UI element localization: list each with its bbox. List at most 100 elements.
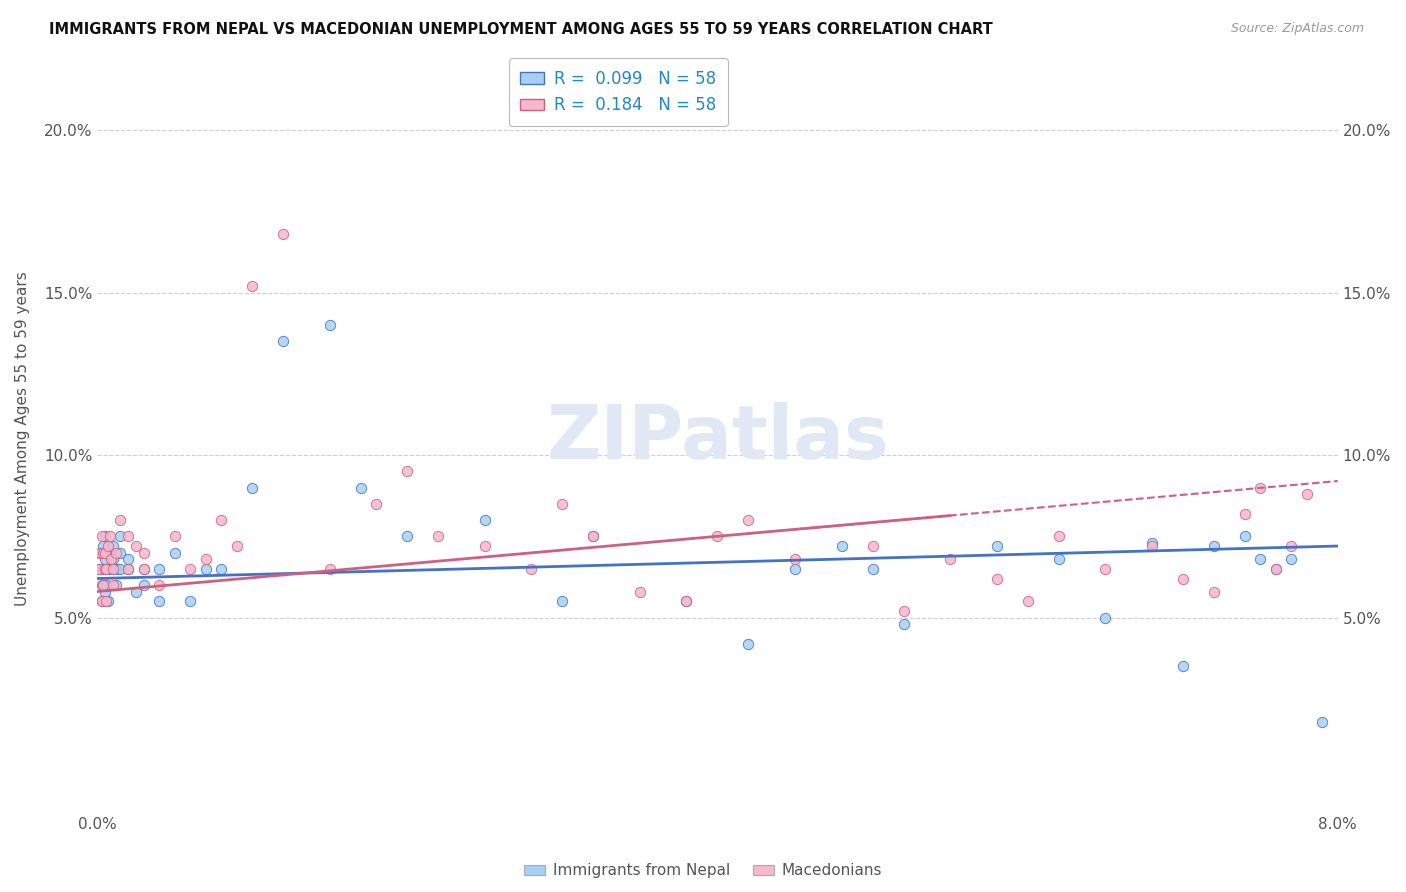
Point [1094,562,1116,576]
Point [1295,487,1317,501]
Point [862,562,884,576]
Point [132,545,155,559]
Point [1264,562,1286,576]
Point [366,497,388,511]
Point [91,562,114,576]
Point [582,529,605,543]
Point [582,529,605,543]
Point [1279,552,1302,566]
Point [90,578,112,592]
Point [91,578,114,592]
Legend: Immigrants from Nepal, Macedonians: Immigrants from Nepal, Macedonians [517,857,889,884]
Point [125,584,148,599]
Point [100,552,122,566]
Point [90,594,112,608]
Point [179,562,201,576]
Point [1171,572,1194,586]
Point [893,617,915,632]
Point [110,529,132,543]
Point [396,464,419,478]
Point [939,552,962,566]
Point [87,562,110,576]
Point [225,539,247,553]
Point [1249,481,1271,495]
Point [104,578,127,592]
Point [100,562,122,576]
Point [271,334,294,349]
Point [1279,539,1302,553]
Point [194,552,217,566]
Point [97,539,120,553]
Point [148,594,170,608]
Point [96,578,118,592]
Point [737,636,759,650]
Point [90,594,112,608]
Point [117,562,139,576]
Point [675,594,697,608]
Point [1249,552,1271,566]
Point [97,594,120,608]
Point [96,562,118,576]
Point [163,545,186,559]
Point [1264,562,1286,576]
Text: ZIPatlas: ZIPatlas [546,402,889,475]
Point [1140,535,1163,549]
Point [110,513,132,527]
Point [1202,584,1225,599]
Point [209,562,232,576]
Point [1017,594,1039,608]
Point [91,545,114,559]
Point [117,529,139,543]
Point [986,539,1008,553]
Point [94,529,117,543]
Point [117,562,139,576]
Point [94,584,117,599]
Point [148,578,170,592]
Point [97,562,120,576]
Point [98,545,121,559]
Legend: R =  0.099   N = 58, R =  0.184   N = 58: R = 0.099 N = 58, R = 0.184 N = 58 [509,58,728,126]
Point [706,529,728,543]
Point [132,578,155,592]
Point [96,594,118,608]
Text: IMMIGRANTS FROM NEPAL VS MACEDONIAN UNEMPLOYMENT AMONG AGES 55 TO 59 YEARS CORRE: IMMIGRANTS FROM NEPAL VS MACEDONIAN UNEM… [49,22,993,37]
Point [350,481,373,495]
Point [90,529,112,543]
Point [893,604,915,618]
Point [101,578,124,592]
Point [101,552,124,566]
Point [132,562,155,576]
Point [89,545,111,559]
Point [96,545,118,559]
Point [194,562,217,576]
Point [101,539,124,553]
Point [98,529,121,543]
Text: Source: ZipAtlas.com: Source: ZipAtlas.com [1230,22,1364,36]
Point [104,545,127,559]
Point [163,529,186,543]
Point [427,529,450,543]
Point [628,584,651,599]
Point [89,545,111,559]
Point [132,562,155,576]
Point [117,552,139,566]
Point [319,318,342,332]
Point [104,562,127,576]
Point [148,562,170,576]
Point [240,279,263,293]
Point [1171,659,1194,673]
Point [110,545,132,559]
Point [1140,539,1163,553]
Point [179,594,201,608]
Point [474,539,496,553]
Point [94,562,117,576]
Point [783,562,806,576]
Point [783,552,806,566]
Point [1233,507,1256,521]
Point [271,227,294,241]
Point [240,481,263,495]
Y-axis label: Unemployment Among Ages 55 to 59 years: Unemployment Among Ages 55 to 59 years [15,271,30,607]
Point [862,539,884,553]
Point [1094,610,1116,624]
Point [1310,714,1333,729]
